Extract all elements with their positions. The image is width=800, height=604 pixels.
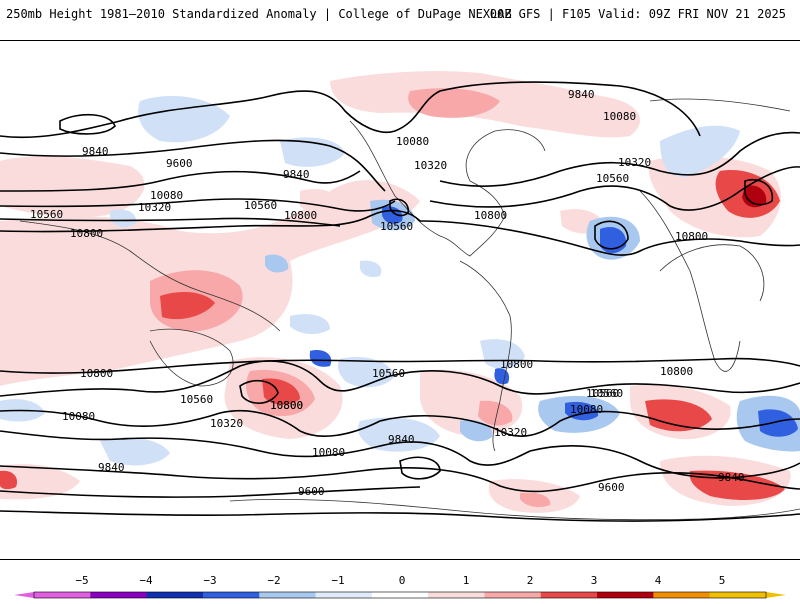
contour-label: 10800 <box>80 367 113 380</box>
contour-label: 10080 <box>312 446 345 459</box>
colorbar-segment <box>709 592 767 598</box>
colorbar-tick-label: 1 <box>463 574 470 587</box>
contour-label: 10320 <box>618 156 651 169</box>
contour-label: 10080 <box>570 403 603 416</box>
contour-label: 9840 <box>98 461 125 474</box>
contour-label: 10560 <box>380 220 413 233</box>
contour-label: 9600 <box>598 481 625 494</box>
contour-label: 9840 <box>718 471 745 484</box>
contour-label: 10080 <box>150 189 183 202</box>
map-panel[interactable]: 9840 9600 9840 10080 10320 10560 10800 1… <box>0 40 800 560</box>
contour-label: 9840 <box>568 88 595 101</box>
colorbar-segment <box>259 592 317 598</box>
colorbar-segment <box>540 592 598 598</box>
colorbar-segment <box>202 592 260 598</box>
colorbar-tick-label: 2 <box>527 574 534 587</box>
contour-label: 10560 <box>372 367 405 380</box>
colorbar-tick-label: −5 <box>75 574 88 587</box>
contour-label: 10320 <box>138 201 171 214</box>
colorbar-tick-label: −2 <box>267 574 280 587</box>
contour-label: 9840 <box>283 168 310 181</box>
contour-label: 10800 <box>284 209 317 222</box>
contour-label: 10560 <box>30 208 63 221</box>
contour-label: 10320 <box>494 426 527 439</box>
colorbar-outline <box>33 591 767 599</box>
coastlines <box>19 98 800 521</box>
anomaly-map[interactable]: 9840 9600 9840 10080 10320 10560 10800 1… <box>0 41 800 559</box>
colorbar-tick-label: −3 <box>203 574 216 587</box>
contour-label: 10800 <box>270 399 303 412</box>
contour-label: 10320 <box>210 417 243 430</box>
contour-label: 10560 <box>244 199 277 212</box>
height-contours <box>0 81 800 522</box>
colorbar-segment <box>371 592 429 598</box>
contour-label: 10080 <box>396 135 429 148</box>
colorbar-segment <box>34 592 91 598</box>
contour-label: 10560 <box>180 393 213 406</box>
contour-label: 10080 <box>603 110 636 123</box>
colorbar-tick-label: −1 <box>331 574 344 587</box>
contour-label: 10560 <box>590 387 623 400</box>
contour-label: 10800 <box>675 230 708 243</box>
model-run-info: 00Z GFS | F105 Valid: 09Z FRI NOV 21 202… <box>489 7 786 21</box>
contour-label: 10800 <box>70 227 103 240</box>
colorbar-segment <box>315 592 373 598</box>
colorbar-tick-label: −4 <box>139 574 153 587</box>
contour-label: 10800 <box>474 209 507 222</box>
colorbar-segment <box>146 592 204 598</box>
colorbar-tick-label: 0 <box>399 574 406 587</box>
contour-label: 9600 <box>166 157 193 170</box>
contour-label: 10320 <box>414 159 447 172</box>
colorbar-segment <box>428 592 485 598</box>
colorbar-tick-label: 5 <box>719 574 726 587</box>
contour-label: 10560 <box>596 172 629 185</box>
colorbar-segment <box>90 592 148 598</box>
colorbar-tick-label: 3 <box>591 574 598 587</box>
contour-label: 10800 <box>270 399 303 412</box>
colorbar-tick-label: 4 <box>655 574 662 587</box>
colorbar-graphic: −5 −4 −3 −2 −1 0 1 2 3 4 5 <box>14 574 786 599</box>
contour-label: 9840 <box>388 433 415 446</box>
colorbar-end-left <box>14 592 34 598</box>
contour-label: 9600 <box>298 485 325 498</box>
colorbar: −5 −4 −3 −2 −1 0 1 2 3 4 5 <box>0 568 800 600</box>
colorbar-segment <box>484 592 542 598</box>
contour-label: 10560 <box>586 387 619 400</box>
contour-label: 9840 <box>82 145 109 158</box>
contour-labels: 9840 9600 9840 10080 10320 10560 10800 1… <box>30 88 745 498</box>
header: 250mb Height 1981–2010 Standardized Anom… <box>0 0 800 28</box>
contour-label: 10800 <box>660 365 693 378</box>
contour-label: 10080 <box>62 410 95 423</box>
negative-anomaly-shading <box>0 96 800 466</box>
colorbar-segment <box>653 592 711 598</box>
contour-label: 10800 <box>500 358 533 371</box>
colorbar-segment <box>597 592 654 598</box>
map-title: 250mb Height 1981–2010 Standardized Anom… <box>6 7 512 21</box>
colorbar-end-right <box>766 592 786 598</box>
